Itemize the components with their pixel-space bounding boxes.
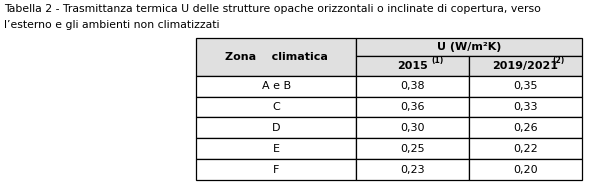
Text: Tabella 2 - Trasmittanza termica U delle strutture opache orizzontali o inclinat: Tabella 2 - Trasmittanza termica U delle…	[4, 4, 541, 14]
Text: 0,36: 0,36	[400, 102, 425, 112]
Text: l’esterno e gli ambienti non climatizzati: l’esterno e gli ambienti non climatizzat…	[4, 20, 220, 30]
Text: 0,35: 0,35	[513, 81, 538, 91]
Text: U (W/m²K): U (W/m²K)	[437, 42, 501, 52]
Text: 0,33: 0,33	[513, 102, 538, 112]
Text: C: C	[272, 102, 280, 112]
Bar	[196, 38, 356, 76]
Bar	[356, 96, 469, 117]
Text: Zona    climatica: Zona climatica	[224, 52, 327, 62]
Bar	[196, 117, 356, 138]
Text: D: D	[272, 123, 281, 133]
Bar	[469, 159, 582, 180]
Bar	[469, 117, 582, 138]
Text: (1): (1)	[431, 56, 443, 65]
Text: 2015: 2015	[397, 61, 428, 71]
Bar	[356, 159, 469, 180]
Bar	[469, 96, 582, 117]
Bar	[356, 138, 469, 159]
Bar	[356, 117, 469, 138]
Text: 0,26: 0,26	[513, 123, 538, 133]
Bar	[196, 138, 356, 159]
Text: (2): (2)	[552, 56, 564, 65]
Bar	[196, 96, 356, 117]
Bar	[356, 38, 582, 56]
Text: 0,38: 0,38	[400, 81, 425, 91]
Text: F: F	[273, 164, 279, 175]
Text: 0,20: 0,20	[513, 164, 538, 175]
Text: A e B: A e B	[262, 81, 291, 91]
Text: 0,22: 0,22	[513, 144, 538, 154]
Bar	[196, 159, 356, 180]
Bar	[469, 138, 582, 159]
Bar	[356, 76, 469, 96]
Text: 2019/2021: 2019/2021	[493, 61, 558, 71]
Text: 0,23: 0,23	[400, 164, 425, 175]
Text: 0,25: 0,25	[400, 144, 425, 154]
Text: 0,30: 0,30	[400, 123, 425, 133]
Bar	[356, 56, 469, 76]
Bar	[196, 76, 356, 96]
Bar	[469, 56, 582, 76]
Bar	[469, 76, 582, 96]
Text: E: E	[272, 144, 279, 154]
